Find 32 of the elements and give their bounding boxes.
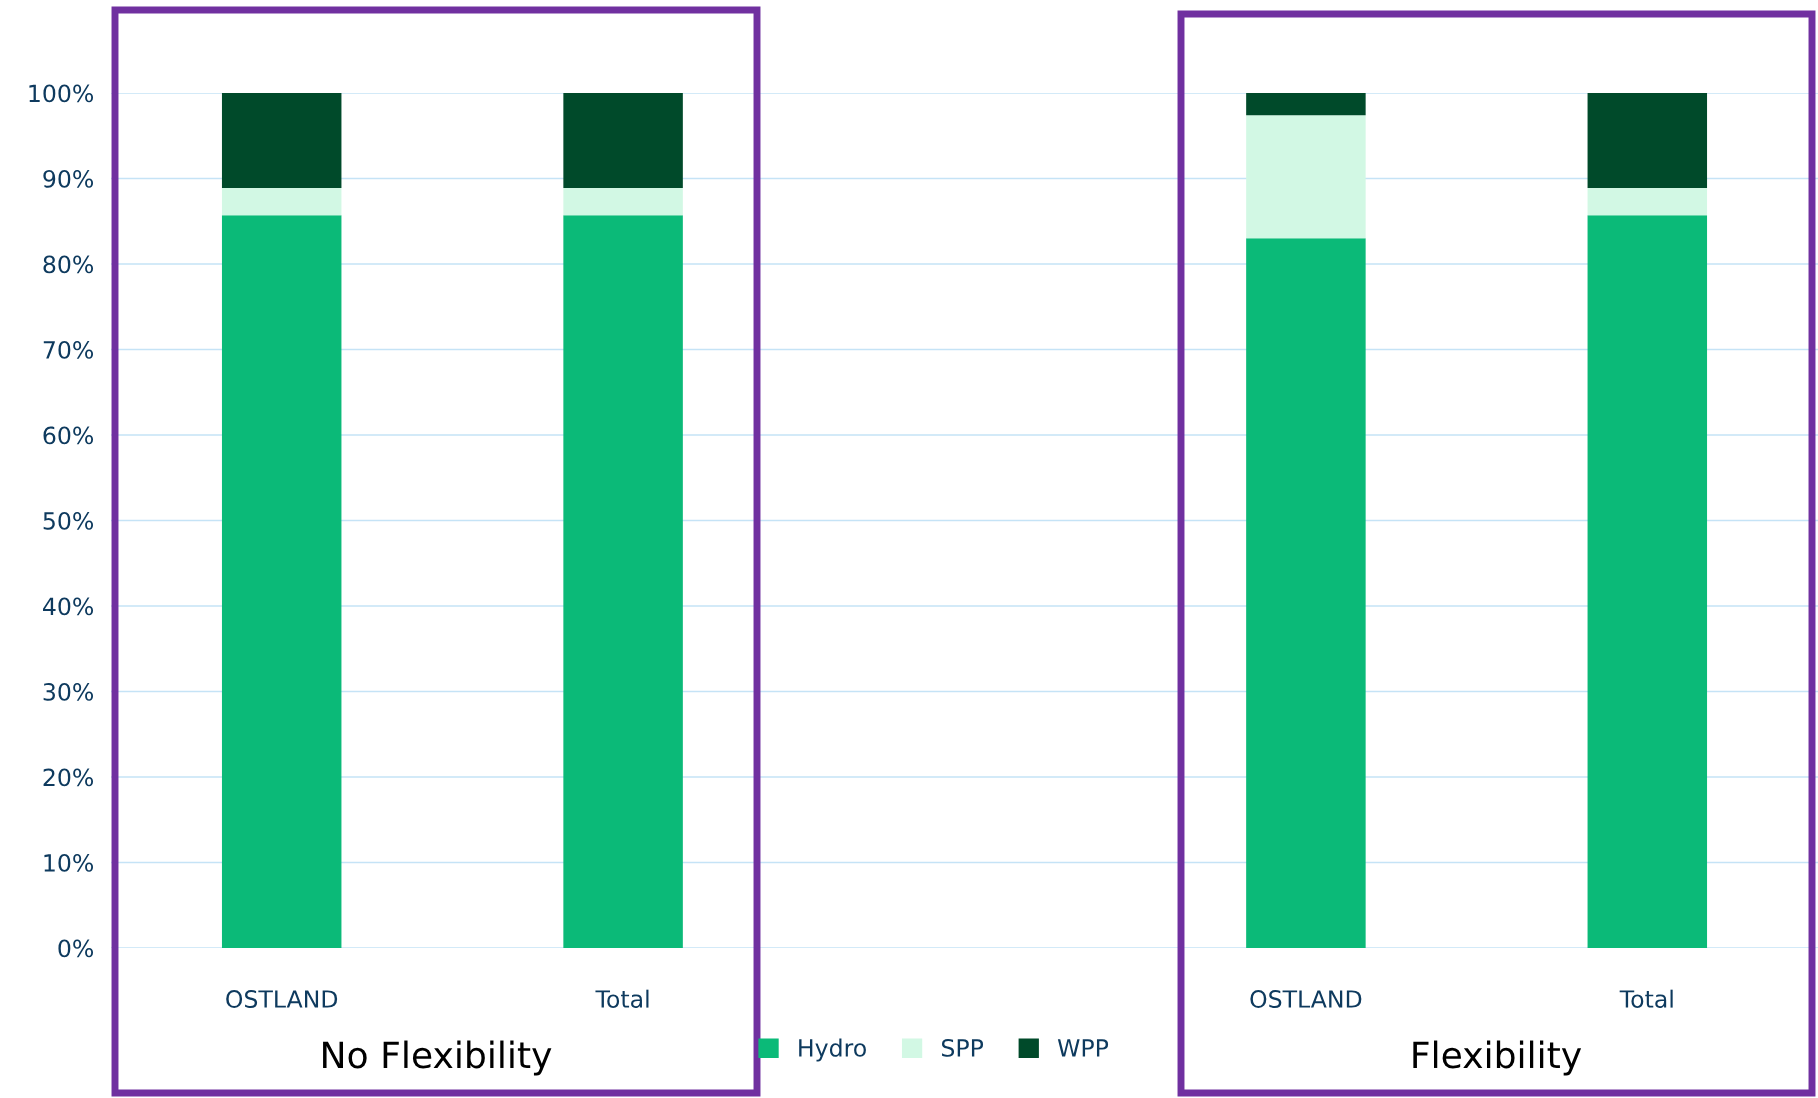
y-tick-label: 40%	[43, 597, 94, 616]
bar	[1246, 93, 1366, 116]
legend-label: Hydro	[799, 1038, 866, 1062]
bar	[563, 93, 683, 188]
x-tick-label: OSTLAND	[226, 990, 338, 1008]
bar	[221, 187, 342, 216]
bar	[1246, 115, 1366, 239]
bar	[221, 215, 342, 948]
x-tick-label: Total	[1619, 989, 1673, 1008]
x-tick-label: OSTLAND	[1250, 990, 1362, 1008]
text: Flexibility	[1413, 1040, 1582, 1076]
bar	[221, 93, 342, 188]
bar	[563, 187, 683, 216]
y-tick-label: 0%	[58, 939, 94, 958]
y-tick-label: 70%	[43, 340, 94, 359]
y-tick-label: 30%	[43, 682, 94, 701]
bar	[1587, 93, 1708, 188]
legend-label: WPP	[1057, 1039, 1109, 1057]
bar	[1587, 187, 1708, 216]
y-tick-label: 20%	[43, 768, 94, 787]
text: No Flexibility	[323, 1040, 552, 1076]
y-tick-label: 100%	[29, 84, 94, 103]
y-tick-label: 80%	[43, 255, 94, 274]
x-tick-label: Total	[595, 989, 649, 1008]
y-tick-label: 90%	[43, 169, 94, 188]
bar	[1246, 238, 1366, 948]
legend-label: SPP	[941, 1038, 984, 1057]
y-tick-label: 60%	[43, 426, 94, 445]
bar	[1587, 215, 1708, 948]
y-tick-label: 10%	[44, 853, 94, 872]
y-tick-label: 50%	[43, 511, 94, 530]
bar	[563, 215, 683, 948]
